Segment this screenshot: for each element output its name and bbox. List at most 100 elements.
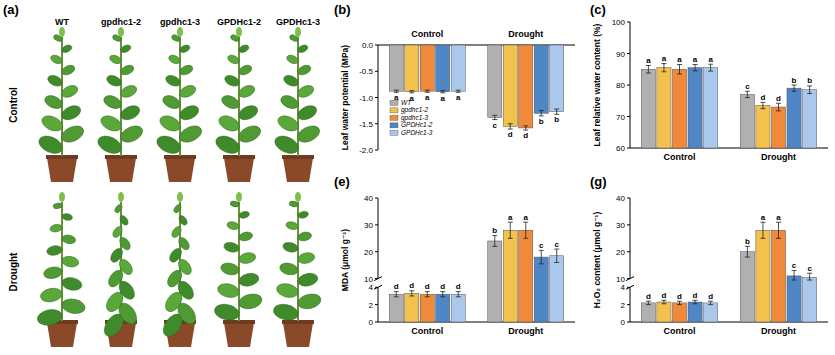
leaf — [216, 113, 241, 134]
error-cap — [776, 103, 781, 104]
error-bar — [425, 90, 430, 92]
bar — [519, 45, 533, 128]
leaf — [59, 103, 82, 123]
significance-letter: b — [745, 237, 750, 246]
leaf — [236, 123, 263, 146]
error-line — [648, 301, 649, 304]
error-cap — [677, 64, 682, 65]
error-line — [679, 65, 680, 74]
y-axis-label: Leaf relative water content (%) — [592, 23, 602, 146]
y-tick-label: -1.5 — [359, 120, 373, 129]
leaf — [237, 292, 263, 311]
error-cap — [776, 222, 781, 223]
leaf — [177, 236, 192, 252]
chart: (e)MDA (μmol g⁻¹)02410203040dddddbaaccCo… — [334, 174, 575, 336]
panel-label: (c) — [590, 2, 606, 17]
bud — [236, 27, 242, 37]
error-line — [809, 86, 810, 94]
error-cap — [677, 301, 682, 302]
leaf — [226, 221, 240, 231]
leaf — [282, 73, 300, 88]
leaf — [213, 302, 241, 322]
leaf — [238, 231, 253, 242]
bar — [803, 277, 817, 322]
error-bar — [745, 246, 750, 257]
leaf — [43, 93, 65, 111]
bar — [389, 294, 403, 322]
axis-break — [374, 285, 382, 289]
error-cap — [456, 291, 461, 292]
pot — [224, 158, 254, 182]
leaf — [117, 257, 135, 277]
error-bar — [708, 301, 713, 304]
error-bar — [708, 64, 713, 71]
error-bar — [425, 292, 430, 297]
error-bar — [539, 250, 544, 263]
marks — [389, 222, 563, 322]
leaf — [49, 223, 62, 233]
error-cap — [792, 91, 797, 92]
bar — [771, 230, 785, 322]
error-cap — [646, 73, 651, 74]
bar — [657, 302, 671, 322]
error-line — [510, 222, 511, 238]
y-tick-label: 10 — [616, 275, 625, 284]
leaf — [220, 261, 241, 276]
error-line — [494, 115, 495, 119]
bar — [704, 303, 718, 322]
significance-letter: b — [807, 76, 812, 85]
y-tick-label: 20 — [616, 248, 625, 257]
leaf — [178, 63, 194, 76]
bar — [488, 241, 502, 322]
error-cap — [394, 90, 399, 91]
y-tick — [375, 150, 378, 151]
leaf — [226, 53, 240, 65]
leaf — [237, 83, 257, 100]
error-cap — [409, 90, 414, 91]
error-bar — [677, 65, 682, 74]
error-bar — [394, 90, 399, 92]
error-cap — [409, 290, 414, 291]
leaf — [61, 297, 87, 315]
significance-letter: a — [425, 93, 430, 102]
error-cap — [492, 246, 497, 247]
error-line — [778, 103, 779, 111]
y-axis-label: MDA (μmol g⁻¹) — [340, 229, 350, 291]
bar — [534, 257, 548, 322]
error-line — [525, 222, 526, 238]
y-tick — [375, 304, 378, 305]
y-tick — [627, 322, 630, 323]
bar — [641, 69, 655, 148]
leaf — [297, 251, 316, 265]
significance-letter: b — [792, 76, 797, 85]
y-tick — [375, 278, 378, 279]
letters: aaaaacddbb — [394, 93, 559, 140]
y-tick-label: -2.0 — [359, 146, 373, 155]
bar — [704, 68, 718, 148]
significance-letter: d — [677, 292, 682, 301]
legend-label: WT — [401, 99, 412, 106]
error-cap — [708, 304, 713, 305]
significance-letter: b — [554, 115, 559, 124]
leaf — [177, 103, 200, 123]
leaf — [220, 93, 242, 111]
y-tick — [375, 322, 378, 323]
error-cap — [661, 71, 666, 72]
error-cap — [760, 238, 765, 239]
y-tick-label: 70 — [616, 113, 625, 122]
error-bar — [693, 65, 698, 71]
error-cap — [646, 304, 651, 305]
leaf — [59, 123, 86, 146]
error-bar — [646, 301, 651, 304]
leaf — [297, 231, 312, 242]
pot — [224, 323, 254, 347]
leaf — [238, 44, 250, 54]
error-bar — [661, 300, 666, 303]
y-tick — [375, 198, 378, 199]
leaf — [61, 44, 73, 54]
bar — [389, 45, 403, 91]
leaf — [53, 202, 63, 209]
significance-letter: a — [646, 56, 651, 65]
chart: (g)H₂O₂ content (μmol g⁻¹)02410203040ddd… — [590, 174, 828, 336]
significance-letter: b — [492, 226, 497, 235]
